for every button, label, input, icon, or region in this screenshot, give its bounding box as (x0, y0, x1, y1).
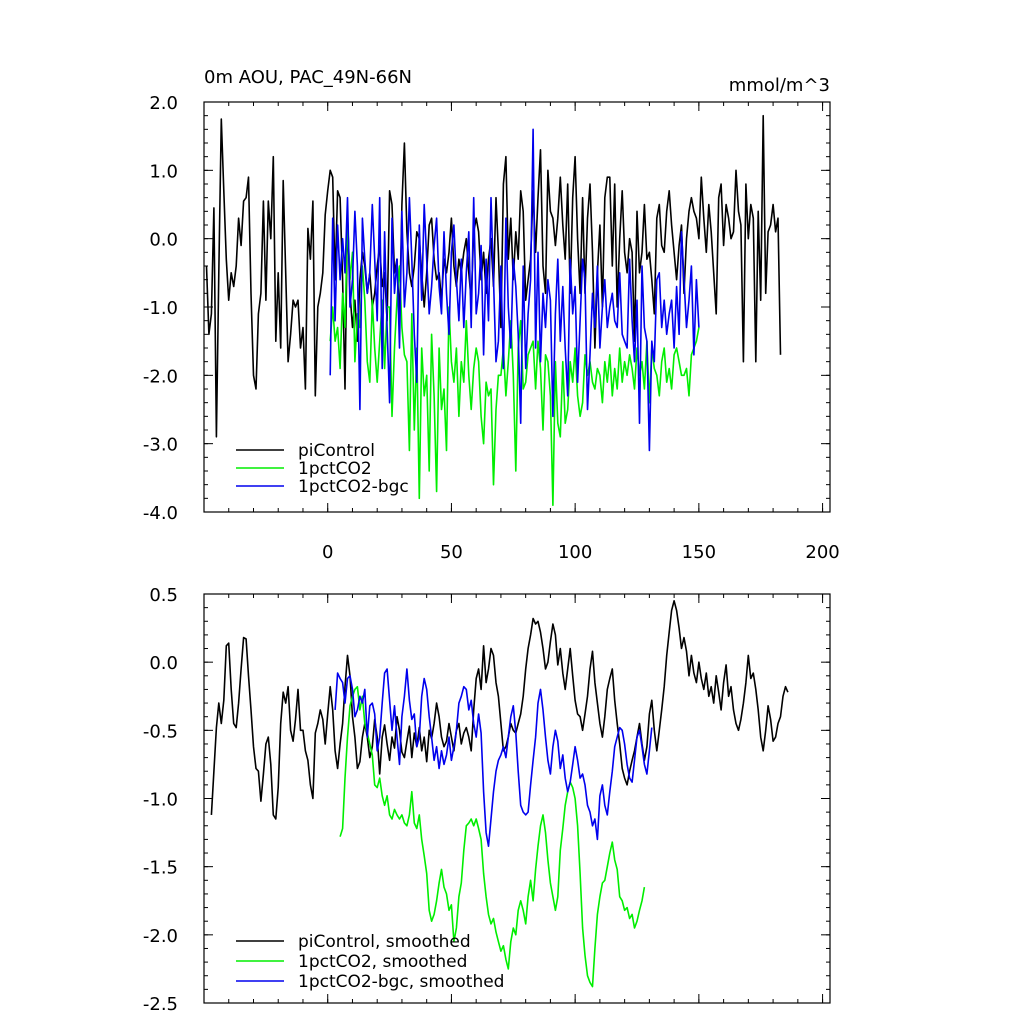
bottom-legend-label-0: piControl, smoothed (298, 932, 471, 952)
top-plot-frame (203, 101, 831, 513)
top-ytick-label: -4.0 (143, 503, 178, 524)
bottom-ytick-label: 0.0 (149, 653, 178, 674)
top-xtick-label: 200 (805, 542, 839, 563)
bottom-ytick-label: -1.5 (143, 858, 178, 879)
bottom-ytick-label: -2.5 (143, 994, 178, 1015)
top-xtick-label: 100 (558, 542, 592, 563)
bottom-plot-frame (203, 593, 831, 1004)
top-panel-units: mmol/m^3 (729, 75, 830, 96)
top-legend-label-2: 1pctCO2-bgc (298, 477, 409, 497)
bottom-legend-label-2: 1pctCO2-bgc, smoothed (298, 972, 504, 992)
bottom-ytick-label: -0.5 (143, 721, 178, 742)
bottom-ytick-label: -2.0 (143, 926, 178, 947)
top-ytick-label: -3.0 (143, 435, 178, 456)
top-ytick-label: 1.0 (149, 161, 178, 182)
top-xtick-label: 50 (440, 542, 463, 563)
top-panel: 0m AOU, PAC_49N-66N mmol/m^3 2.0 1.0 0.0 -1… (143, 67, 840, 563)
top-xtick-label: 0 (322, 542, 333, 563)
top-ytick-label: 2.0 (149, 93, 178, 114)
top-ytick-label: -1.0 (143, 298, 178, 319)
bottom-series-line-0 (210, 599, 789, 820)
bottom-series-line-1 (339, 685, 646, 988)
top-panel-title: 0m AOU, PAC_49N-66N (204, 67, 412, 88)
bottom-series-layer (210, 599, 789, 988)
bottom-legend-label-1: 1pctCO2, smoothed (298, 952, 467, 972)
top-ytick-label: 0.0 (149, 230, 178, 251)
bottom-panel: 0.5 0.0 -0.5 -1.0 -1.5 -2.0 -2.5 piControl, sm… (143, 585, 831, 1015)
top-axis-layer: 2.0 1.0 0.0 -1.0 -2.0 -3.0 -4.0 0 50 100 150 200 (143, 93, 840, 563)
top-legend-label-0: piControl (298, 441, 375, 461)
top-ytick-label: -2.0 (143, 366, 178, 387)
bottom-axis-layer: 0.5 0.0 -0.5 -1.0 -1.5 -2.0 -2.5 (143, 585, 830, 1015)
top-series-layer (205, 114, 782, 507)
top-series-line-2 (329, 128, 700, 452)
top-xtick-label: 150 (682, 542, 716, 563)
bottom-series-line-2 (334, 668, 653, 848)
top-legend-label-1: 1pctCO2 (298, 459, 372, 479)
bottom-ytick-label: 0.5 (149, 585, 178, 606)
bottom-ytick-label: -1.0 (143, 790, 178, 811)
